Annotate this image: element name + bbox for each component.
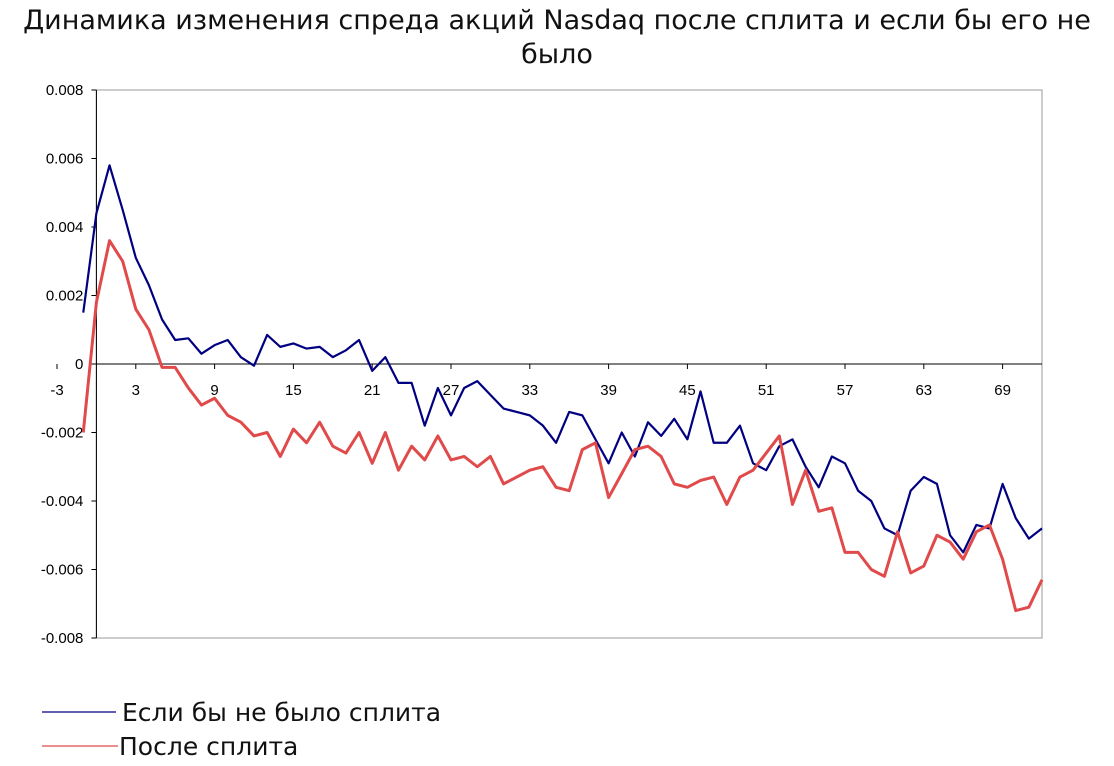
y-tick-label: -0.004 xyxy=(41,493,84,510)
x-tick-label: 39 xyxy=(600,382,617,399)
y-tick-label: -0.008 xyxy=(41,630,84,647)
y-tick-label: 0 xyxy=(75,356,83,373)
x-tick-label: 27 xyxy=(443,382,460,399)
y-tick-label: 0.006 xyxy=(46,151,84,168)
x-tick-label: 3 xyxy=(132,382,140,399)
y-tick-label: -0.002 xyxy=(41,425,84,442)
x-tick-label: 9 xyxy=(210,382,218,399)
y-tick-label: 0.008 xyxy=(46,82,84,99)
legend-label: После сплита xyxy=(119,732,298,761)
x-tick-label: 51 xyxy=(758,382,775,399)
x-tick-label: 33 xyxy=(521,382,538,399)
x-tick-label: 21 xyxy=(364,382,381,399)
series-line xyxy=(82,164,1043,554)
chart-title: Динамика изменения спреда акций Nasdaq п… xyxy=(23,5,1091,70)
y-tick-label: 0.002 xyxy=(46,288,84,305)
y-tick-label: -0.006 xyxy=(41,562,84,579)
x-tick-label: 57 xyxy=(837,382,854,399)
x-tick-label: 45 xyxy=(679,382,696,399)
x-tick-label: 69 xyxy=(994,382,1011,399)
x-tick-label: -3 xyxy=(50,382,63,399)
y-tick-label: 0.004 xyxy=(46,219,84,236)
legend-label: Если бы не было сплита xyxy=(122,698,441,727)
x-tick-label: 63 xyxy=(915,382,932,399)
series-line xyxy=(81,239,1044,613)
x-tick-label: 15 xyxy=(285,382,302,399)
